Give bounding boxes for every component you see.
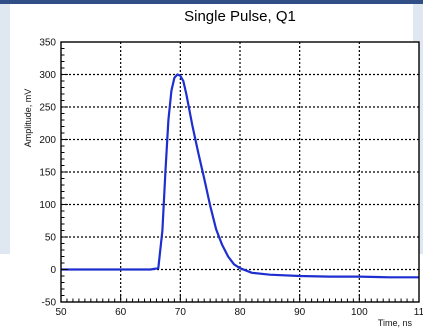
- left-side-strip: [0, 4, 10, 254]
- y-tick-label-7: 300: [39, 70, 56, 81]
- y-axis-ticks: -50 0 50 100 150 200 250 300 350: [39, 38, 68, 309]
- y-tick-label-0: -50: [42, 298, 57, 309]
- y-tick-label-8: 350: [39, 38, 56, 49]
- x-tick-label-6: 11: [414, 307, 423, 318]
- y-tick-label-1: 0: [50, 265, 56, 276]
- y-tick-label-6: 250: [39, 103, 56, 114]
- x-tick-label-0: 50: [55, 307, 67, 318]
- y-axis-label: Amplitude, mV: [23, 89, 33, 148]
- x-axis-label: Time, ns: [378, 318, 413, 328]
- x-tick-label-3: 80: [234, 307, 246, 318]
- x-axis-ticks: 50 60 70 80 90 100 11: [55, 295, 423, 318]
- y-tick-label-4: 150: [39, 168, 56, 179]
- x-tick-label-1: 60: [115, 307, 127, 318]
- chart-title: Single Pulse, Q1: [184, 8, 296, 25]
- x-tick-label-5: 100: [351, 307, 368, 318]
- grid-lines: [61, 42, 419, 302]
- x-tick-label-2: 70: [175, 307, 187, 318]
- x-tick-label-4: 90: [294, 307, 306, 318]
- y-tick-label-5: 200: [39, 135, 56, 146]
- y-tick-label-3: 100: [39, 200, 56, 211]
- series-line-pulse: [61, 73, 419, 279]
- top-accent-bar: [0, 0, 423, 4]
- y-tick-label-2: 50: [45, 233, 57, 244]
